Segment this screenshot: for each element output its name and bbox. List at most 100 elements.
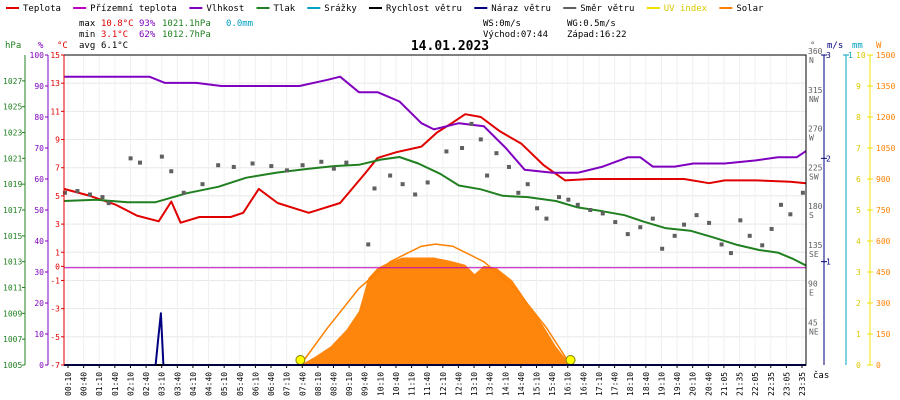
temperature_C-tick-label: -5: [50, 333, 60, 342]
x-tick-label: 19:40: [673, 372, 682, 396]
wind-speed-tick-label: 3: [826, 51, 831, 60]
wind-direction-point: [216, 163, 221, 168]
wind-direction-point: [300, 163, 305, 168]
solar-tick-label: 600: [876, 237, 891, 246]
uv-tick-label: 9: [856, 82, 861, 91]
temperature_C-tick-label: 11: [50, 107, 60, 116]
humidity_pct-tick-label: 30: [34, 268, 44, 277]
wind-direction-point: [506, 164, 511, 169]
solar-tick-label: 0: [876, 361, 881, 370]
x-tick-label: 16:40: [579, 372, 588, 396]
x-tick-label: 15:10: [533, 372, 542, 396]
humidity_pct-tick-label: 10: [34, 330, 44, 339]
temperature_C-tick-label: 5: [55, 192, 60, 201]
wind-direction-point: [778, 202, 783, 207]
uv-tick-label: 0: [856, 361, 861, 370]
chart-title: 14.01.2023: [411, 39, 489, 54]
wind-direction-point: [75, 189, 80, 194]
wind-speed-value: WS:0m/s: [483, 19, 521, 29]
rain-tick-label: 1: [848, 51, 853, 60]
x-tick-label: 06:40: [267, 372, 276, 396]
direction-tick-name: NW: [809, 95, 819, 104]
humidity_pct-tick-label: 70: [34, 144, 44, 153]
wind-direction-point: [719, 242, 724, 247]
axes-layer: 1005100710091011101310151017101910211023…: [3, 47, 895, 370]
x-tick-label: 21:05: [720, 372, 729, 396]
temperature_C-tick-label: -3: [50, 305, 60, 314]
x-tick-label: 03:40: [173, 372, 182, 396]
pressure-unit: hPa: [5, 41, 21, 51]
solar-tick-label: 1350: [876, 82, 895, 91]
x-tick-label: 08:40: [329, 372, 338, 396]
solar-tick-label: 1500: [876, 51, 895, 60]
wind-direction-point: [485, 173, 490, 178]
wind-direction-point: [535, 206, 540, 211]
wind-direction-point: [87, 192, 92, 197]
uv-tick-label: 7: [856, 144, 861, 153]
temperature_C-tick-label: 9: [55, 136, 60, 145]
legend-label-7: Směr větru: [580, 4, 634, 14]
pressure_hPa-tick-label: 1013: [3, 258, 22, 267]
direction-tick-name: S: [809, 211, 814, 220]
wind-direction-point: [588, 208, 593, 212]
pressure_hPa-tick-label: 1021: [3, 154, 22, 163]
series-tlak-line: [63, 156, 807, 267]
legend: Teplota Přízemní teplota Vlhkost Tlak Srážky…: [6, 4, 764, 14]
humidity_pct-tick-label: 80: [34, 113, 44, 122]
sunset-marker: [565, 355, 576, 365]
wind-direction-point: [106, 201, 111, 206]
humidity_pct-tick-label: 90: [34, 82, 44, 91]
stat-avg-label: avg: [79, 41, 95, 51]
stat-max-press: 1021.1hPa: [162, 19, 211, 29]
wind-direction-point: [366, 242, 371, 247]
wind-direction-point: [747, 233, 752, 238]
pressure_hPa-tick-label: 1027: [3, 77, 22, 86]
solar-tick-label: 900: [876, 175, 891, 184]
x-tick-label: 20:40: [704, 372, 713, 396]
x-tick-label: 08:10: [314, 372, 323, 396]
wind-direction-point: [231, 164, 236, 169]
legend-label-8: UV index: [664, 4, 708, 14]
wind-speed-tick-label: 1: [826, 258, 831, 267]
humidity_pct-tick-label: 60: [34, 175, 44, 184]
wind-direction-point: [159, 154, 164, 159]
solar-tick-label: 1050: [876, 144, 895, 153]
x-tick-label: 17:10: [595, 372, 604, 396]
humidity_pct-tick-label: 40: [34, 237, 44, 246]
x-tick-label: 09:40: [361, 372, 370, 396]
solar-layer: [295, 243, 576, 366]
x-tick-label: 19:10: [657, 372, 666, 396]
pressure_hPa-tick-label: 1017: [3, 206, 22, 215]
x-tick-label: 07:40: [298, 372, 307, 396]
direction-tick-label: 180: [808, 202, 823, 211]
wind-direction-point: [544, 216, 549, 221]
x-tick-label: 12:40: [454, 372, 463, 396]
wind-direction-point: [650, 216, 655, 221]
humidity_pct-tick-label: 50: [34, 206, 44, 215]
solar-unit: W: [876, 41, 882, 51]
uv-tick-label: 4: [856, 237, 861, 246]
x-tick-label: 23:05: [782, 372, 791, 396]
stat-min-temp: 3.1°C: [101, 30, 128, 40]
direction-tick-label: 315: [808, 86, 823, 95]
humidity_pct-tick-label: 20: [34, 299, 44, 308]
x-tick-label: 01:40: [111, 372, 120, 396]
x-tick-label: 05:10: [220, 372, 229, 396]
stat-avg-temp: 6.1°C: [101, 41, 128, 51]
uv-tick-label: 2: [856, 299, 861, 308]
wind-direction-point: [494, 151, 499, 156]
x-tick-label: 22:35: [767, 372, 776, 396]
x-tick-label: 18:40: [642, 372, 651, 396]
x-tick-label: 20:10: [689, 372, 698, 396]
uv-tick-label: 6: [856, 175, 861, 184]
wind-direction-point: [672, 233, 677, 238]
pressure_hPa-tick-label: 1005: [3, 361, 22, 370]
pressure_hPa-tick-label: 1011: [3, 284, 22, 293]
stats-block: max 10.8°C 93% 1021.1hPa 0.0mm min 3.1°C…: [79, 19, 253, 51]
wind-direction-point: [575, 202, 580, 207]
wind-direction-point: [760, 243, 765, 248]
wind-direction-point: [388, 173, 393, 178]
x-tick-label: 18:10: [626, 372, 635, 396]
wind-direction-point: [128, 156, 133, 161]
pressure_hPa-tick-label: 1025: [3, 103, 22, 112]
